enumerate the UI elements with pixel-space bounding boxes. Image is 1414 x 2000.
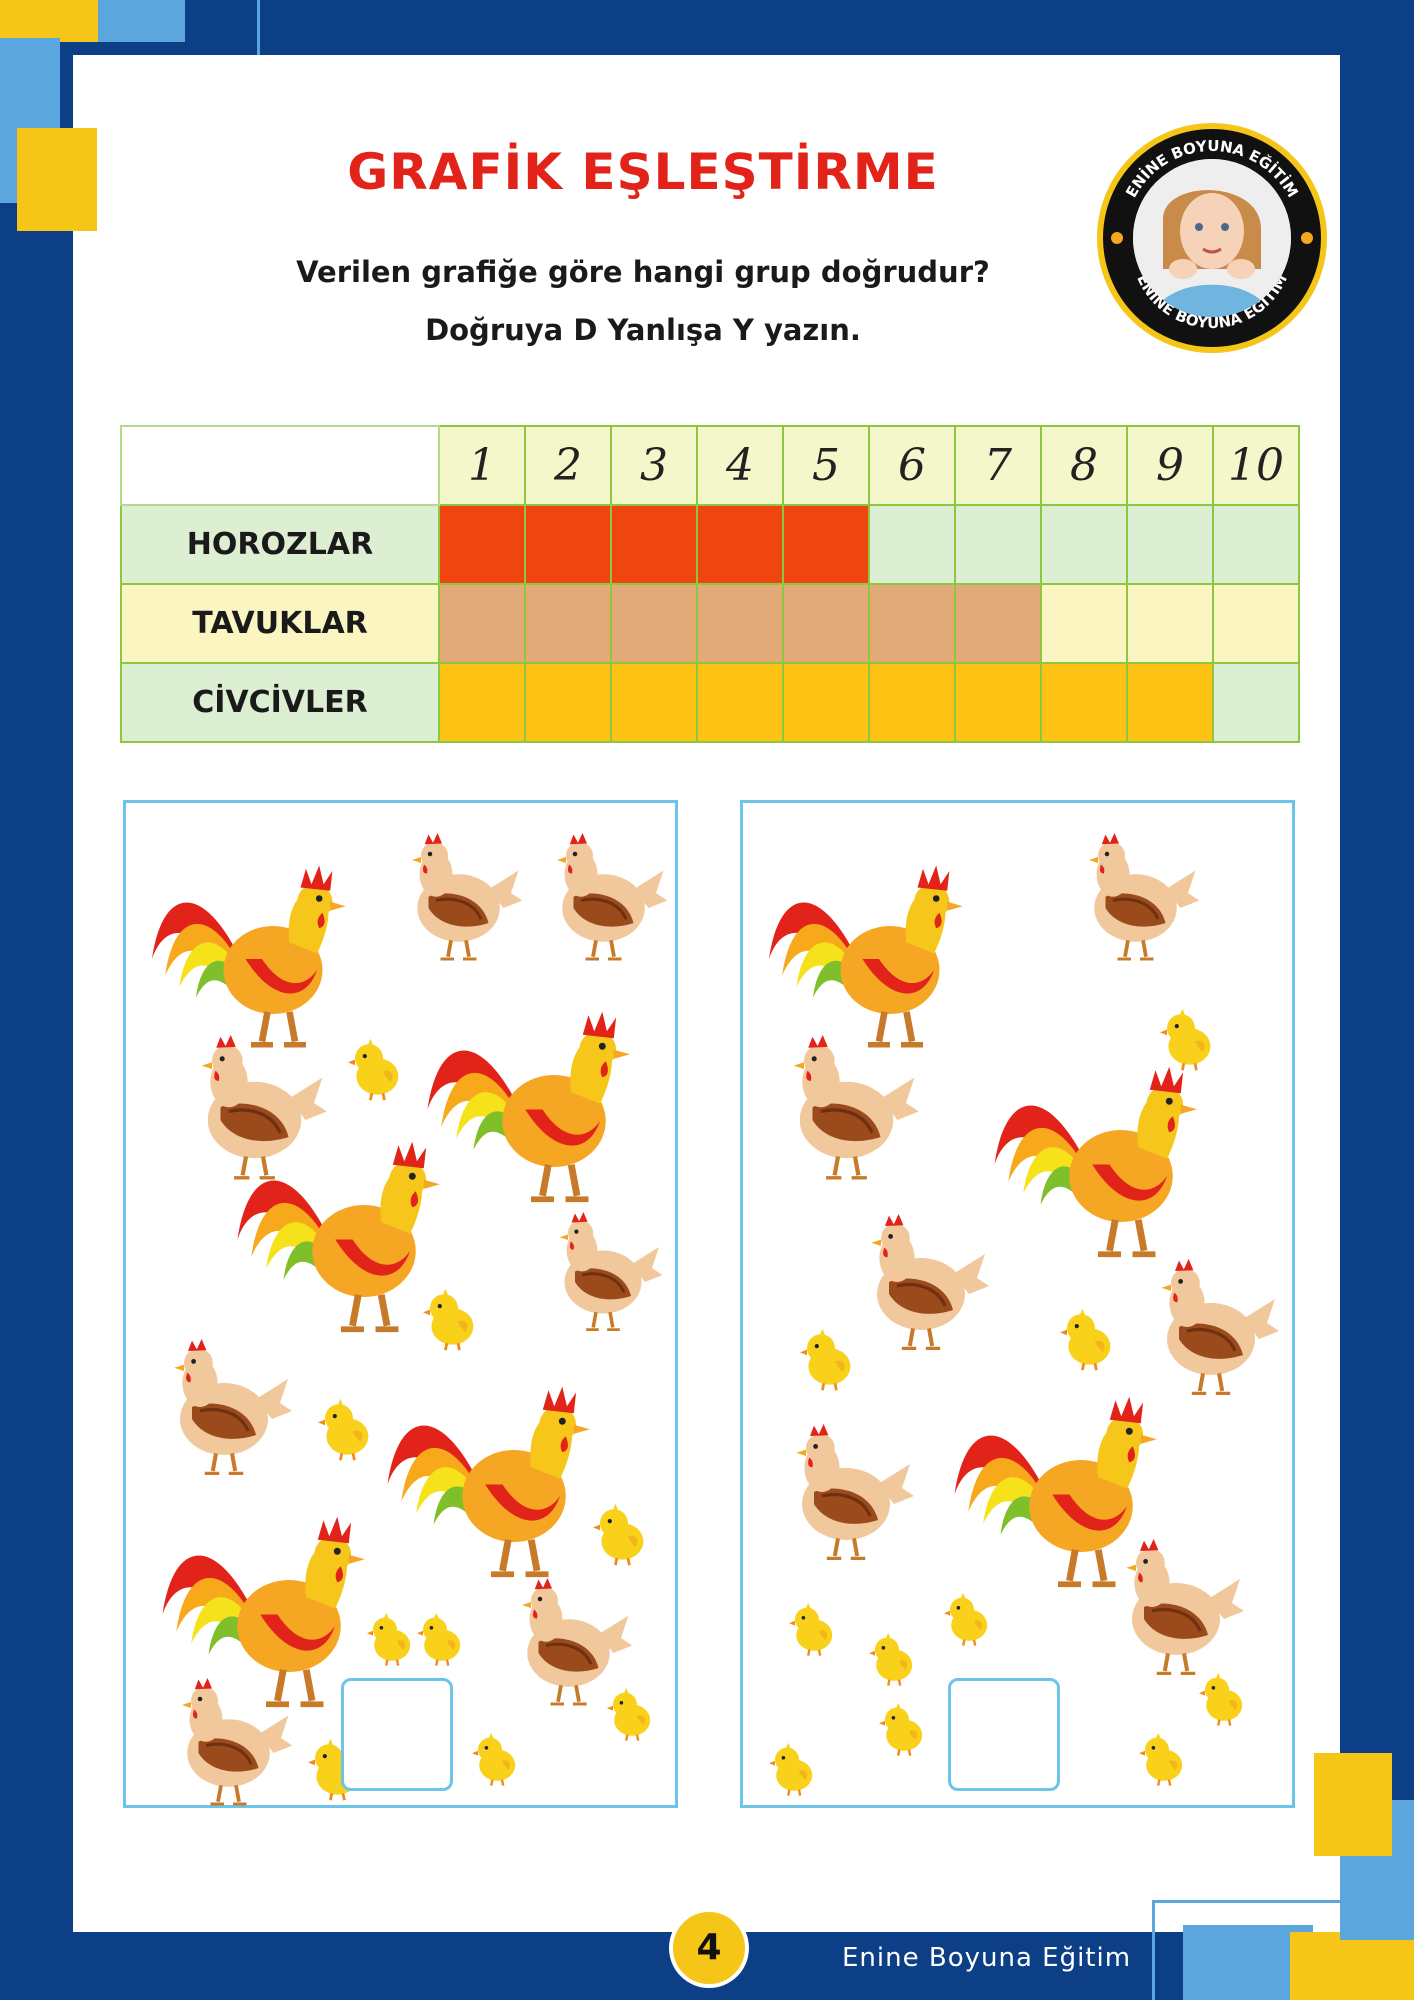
filled-cell [524,662,612,743]
empty-cell [954,504,1042,585]
rooster-icon [141,838,361,1058]
chick-icon [1058,1307,1112,1372]
hen-icon [1087,831,1202,961]
deco-block-topleft-yellow2 [0,38,60,58]
empty-cell [1126,504,1214,585]
empty-cell [1212,583,1300,664]
page-title: GRAFİK EŞLEŞTİRME [347,143,939,201]
table-row-horozlar: HOROZLAR [120,504,1300,585]
table-corner-cell [120,425,440,506]
filled-cell [524,504,612,585]
empty-cell [868,504,956,585]
group-panel-left [123,800,678,1808]
rooster-icon [376,1358,606,1588]
column-header-8: 8 [1040,425,1128,506]
row-label-tavuklar: TAVUKLAR [120,583,440,664]
hen-icon [869,1212,991,1351]
chick-icon [787,1601,834,1657]
chick-icon [1137,1731,1184,1787]
filled-cell [954,583,1042,664]
answer-box-left[interactable] [341,1678,453,1791]
instruction-line-1: Verilen grafiğe göre hangi grup doğrudur… [296,255,990,289]
column-header-6: 6 [868,425,956,506]
deco-block-topleft-yellow [0,0,98,42]
filled-cell [868,583,956,664]
filled-cell [954,662,1042,743]
filled-cell [610,662,698,743]
column-header-10: 10 [1212,425,1300,506]
filled-cell [696,662,784,743]
instruction-line-2: Doğruya D Yanlışa Y yazın. [425,313,861,347]
hen-icon [410,831,525,961]
filled-cell [782,583,870,664]
group-panel-right [740,800,1295,1808]
hen-icon [557,1210,665,1332]
hen-icon [172,1337,294,1476]
filled-cell [782,504,870,585]
column-header-1: 1 [438,425,526,506]
empty-cell [1040,583,1128,664]
row-label-civcivler: CİVCİVLER [120,662,440,743]
deco-block-left-yellow [17,128,97,231]
empty-cell [1212,504,1300,585]
rooster-icon [416,983,646,1213]
chick-icon [316,1397,370,1462]
deco-block-bottomright-yellow [1290,1932,1414,2000]
filled-cell [696,504,784,585]
filled-cell [610,504,698,585]
column-header-7: 7 [954,425,1042,506]
chick-icon [877,1701,924,1757]
filled-cell [782,662,870,743]
rooster-icon [758,838,978,1058]
filled-cell [524,583,612,664]
column-header-4: 4 [696,425,784,506]
empty-cell [1126,583,1214,664]
empty-cell [1212,662,1300,743]
column-header-3: 3 [610,425,698,506]
brand-logo: ENİNE BOYUNA EĞİTİM ENİNE BOYUNA EĞİTİM [1097,123,1327,353]
column-header-2: 2 [524,425,612,506]
filled-cell [438,662,526,743]
hen-icon [555,831,670,961]
filled-cell [1040,662,1128,743]
chick-icon [867,1631,914,1687]
table-header-row: 1 2 3 4 5 6 7 8 9 10 [120,425,1300,506]
hen-icon [794,1422,916,1561]
row-label-horozlar: HOROZLAR [120,504,440,585]
pictograph-table: 1 2 3 4 5 6 7 8 9 10 HOROZLAR TAVUKLAR CİVCİVLER [120,425,1300,743]
empty-cell [1040,504,1128,585]
table-row-civcivler: CİVCİVLER [120,662,1300,743]
filled-cell [868,662,956,743]
chick-icon [767,1741,814,1797]
worksheet-page: GRAFİK EŞLEŞTİRME Verilen grafiğe göre h… [73,55,1340,1932]
filled-cell [438,583,526,664]
footer-brand: Enine Boyuna Eğitim [842,1943,1132,1973]
chick-icon [470,1731,517,1787]
filled-cell [610,583,698,664]
logo-portrait [1133,159,1291,317]
page-number: 4 [669,1908,749,1988]
filled-cell [696,583,784,664]
column-header-5: 5 [782,425,870,506]
deco-outline-bottomright [1152,1900,1342,2000]
filled-cell [438,504,526,585]
table-row-tavuklar: TAVUKLAR [120,583,1300,664]
chick-icon [1158,1007,1212,1072]
column-header-9: 9 [1126,425,1214,506]
filled-cell [1126,662,1214,743]
deco-block-right-yellow [1314,1753,1392,1856]
answer-box-right[interactable] [948,1678,1060,1791]
